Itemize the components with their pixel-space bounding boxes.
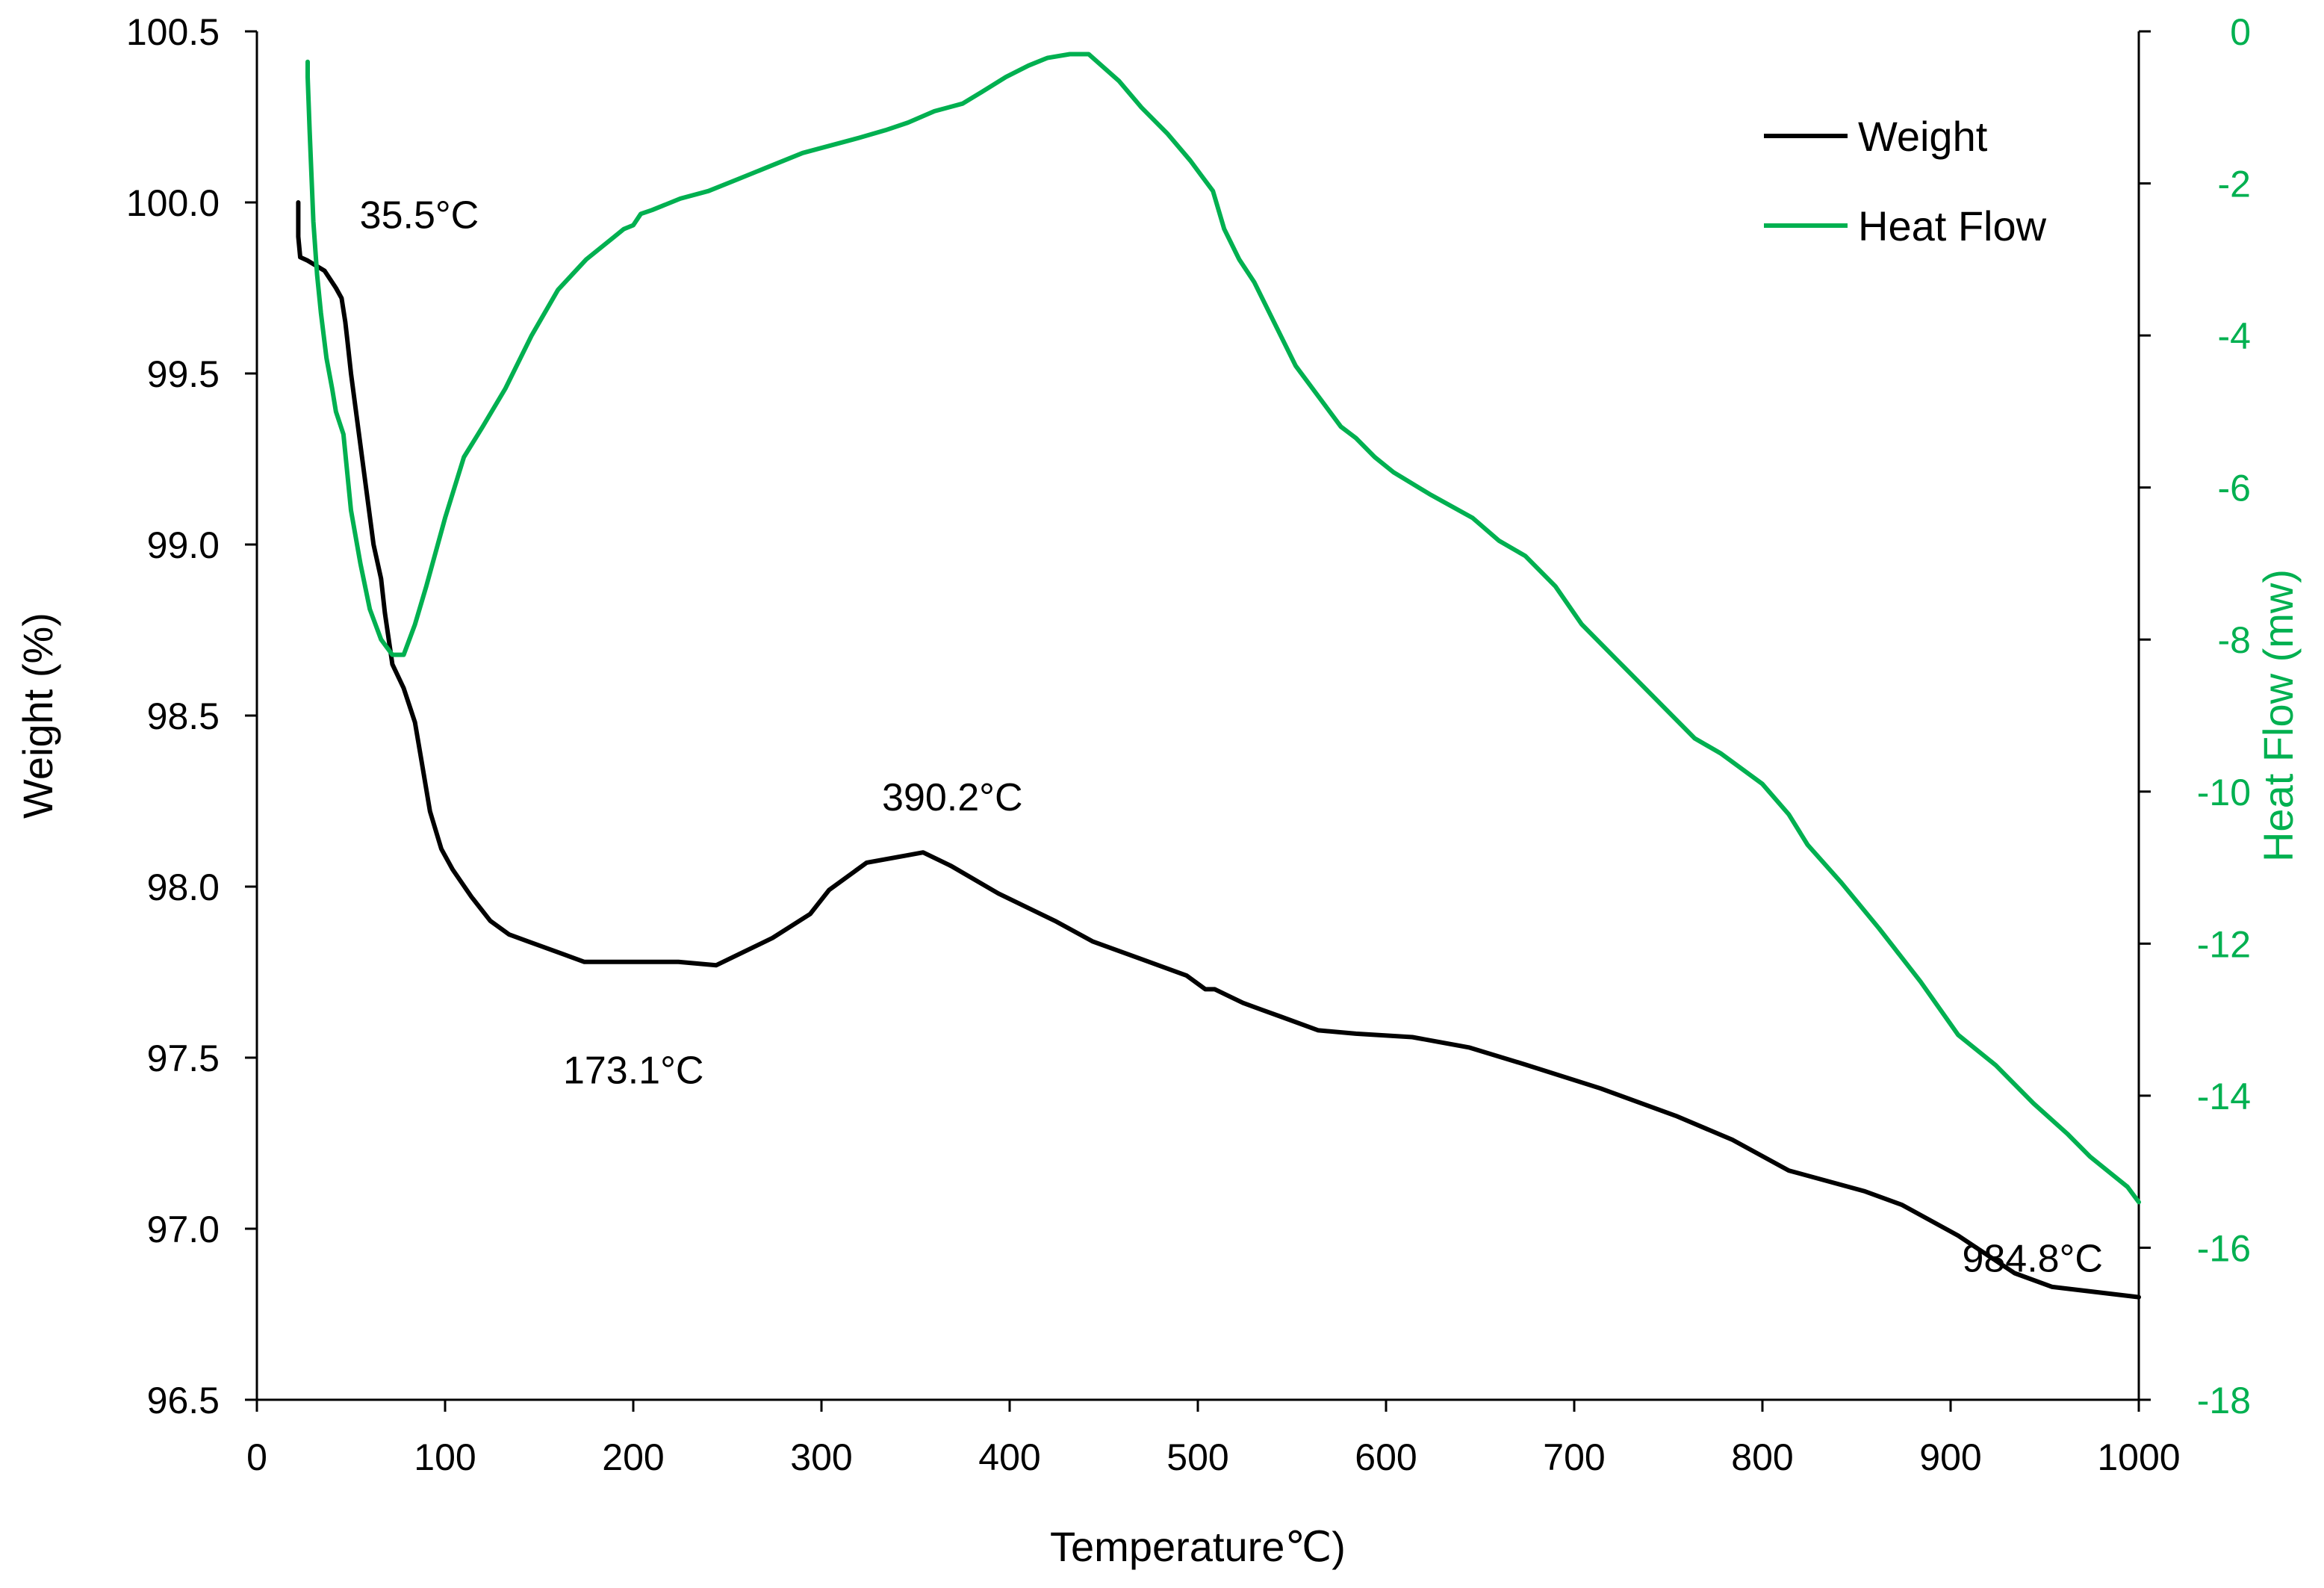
plot-series [296, 52, 2141, 1300]
heat-flow-series-line [305, 52, 2141, 1205]
x-tick-label: 1000 [2097, 1436, 2180, 1478]
y-right-tick-label: 0 [2230, 11, 2251, 53]
y-right-tick-label: -2 [2218, 164, 2251, 205]
x-tick-label: 100 [414, 1436, 476, 1478]
legend-label-heat-flow: Heat Flow [1858, 202, 2047, 249]
x-tick-label: 400 [978, 1436, 1040, 1478]
annotation-label: 984.8°C [1962, 1238, 2102, 1281]
y-left-tick-label: 97.5 [147, 1038, 220, 1079]
y-left-tick-label: 98.0 [147, 866, 220, 908]
x-axis-title: Temperature℃) [1050, 1523, 1346, 1570]
y-left-tick-label: 98.5 [147, 695, 220, 737]
y-right-tick-label: -18 [2197, 1380, 2251, 1421]
x-tick-label: 500 [1166, 1436, 1228, 1478]
y-right-tick-label: -6 [2218, 468, 2251, 509]
x-tick-label: 300 [790, 1436, 852, 1478]
plot-annotations: 35.5°C 173.1°C 390.2°C 984.8°C [360, 193, 2103, 1280]
y-right-tick-label: -16 [2197, 1227, 2251, 1269]
x-tick-label: 900 [1919, 1436, 1981, 1478]
x-tick-label: 700 [1543, 1436, 1605, 1478]
y-left-tick-label: 97.0 [147, 1209, 220, 1250]
y-right-tick-label: -4 [2218, 315, 2251, 357]
x-tick-label: 200 [602, 1436, 664, 1478]
legend-label-weight: Weight [1858, 113, 1988, 160]
y-right-tick-label: -10 [2197, 772, 2251, 813]
x-tick-label: 800 [1731, 1436, 1793, 1478]
y-right-tick-label: -14 [2197, 1076, 2251, 1117]
annotation-label: 35.5°C [360, 193, 479, 237]
y-left-tick-label: 100.5 [126, 11, 220, 53]
y-left-tick-label: 96.5 [147, 1380, 220, 1421]
y-left-tick-label: 99.0 [147, 524, 220, 566]
y-right-tick-label: -12 [2197, 923, 2251, 965]
y-axis-left-title: Weight (%) [14, 612, 61, 819]
x-tick-label: 0 [246, 1436, 267, 1478]
annotation-label: 173.1°C [563, 1049, 703, 1093]
weight-series-line [296, 200, 2141, 1300]
x-tick-label: 600 [1355, 1436, 1417, 1478]
annotation-label: 390.2°C [882, 776, 1022, 819]
y-left-tick-label: 100.0 [126, 182, 220, 224]
y-axis-right-title: Heat Flow (mw) [2255, 569, 2302, 862]
y-left-tick-label: 99.5 [147, 353, 220, 395]
y-right-tick-label: -8 [2218, 619, 2251, 661]
legend: Weight Heat Flow [1764, 113, 2047, 249]
axes-frame: 0 100 200 300 400 500 600 700 800 900 1000 96.5 97.0… [14, 11, 2302, 1570]
